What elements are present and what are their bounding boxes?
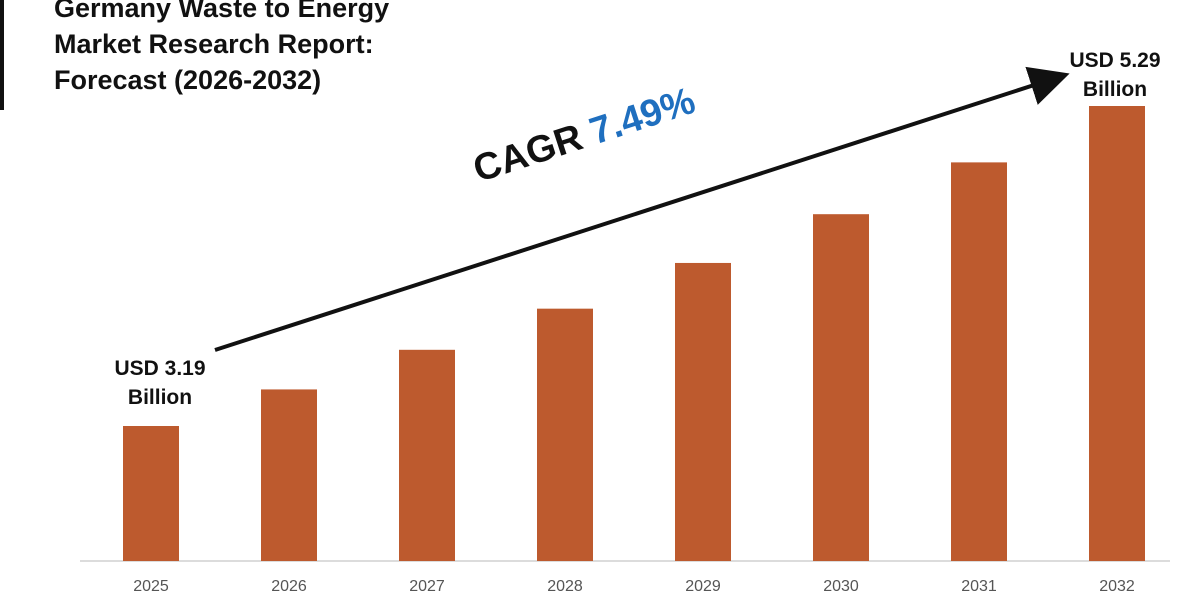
bar-2030 (813, 214, 869, 561)
x-tick-label: 2026 (271, 578, 307, 595)
bar-2031 (951, 162, 1007, 561)
growth-arrow (214, 66, 1070, 352)
bar-2025 (123, 426, 179, 561)
x-tick-label: 2025 (133, 578, 169, 595)
start-value-label: USD 3.19 Billion (95, 354, 225, 412)
chart-title: Germany Waste to Energy Market Research … (54, 0, 390, 95)
left-edge-strip (0, 0, 4, 110)
bar-2026 (261, 389, 317, 561)
bar-2027 (399, 349, 455, 561)
x-tick-label: 2030 (823, 578, 859, 595)
x-tick-label: 2029 (685, 578, 721, 595)
x-tick-label: 2032 (1099, 578, 1135, 595)
start-value: USD 3.19 (114, 357, 206, 380)
end-value-label: USD 5.29 Billion (1055, 46, 1175, 104)
end-value: USD 5.29 (1069, 49, 1161, 72)
bar-2029 (675, 262, 731, 561)
bar-2028 (537, 308, 593, 561)
start-unit: Billion (127, 386, 193, 409)
bar-2032 (1089, 106, 1145, 561)
x-tick-label: 2027 (409, 578, 445, 595)
x-tick-label: 2031 (961, 578, 997, 595)
x-tick-label: 2028 (547, 578, 583, 595)
end-unit: Billion (1082, 78, 1148, 101)
